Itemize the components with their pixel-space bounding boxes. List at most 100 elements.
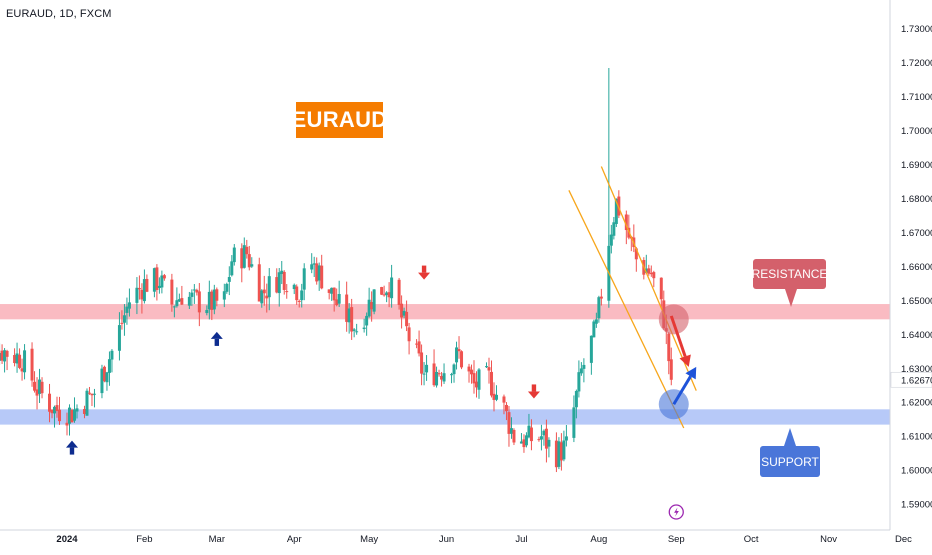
- resistance-callout: RESISTANCE: [752, 259, 827, 289]
- candle-body: [387, 292, 391, 298]
- candle-body: [240, 248, 244, 269]
- candle-body: [90, 393, 94, 396]
- candle-body: [127, 302, 131, 309]
- candle-body: [609, 234, 613, 246]
- candle-body: [87, 392, 91, 394]
- candle-body: [509, 428, 513, 434]
- candle-body: [452, 364, 456, 375]
- candle-body: [135, 287, 139, 303]
- down-arrow-marker-icon: [527, 391, 540, 399]
- candle-body: [137, 288, 141, 290]
- candle-body: [350, 307, 354, 332]
- candle-body: [20, 368, 24, 372]
- candle-body: [440, 375, 444, 380]
- candle-body: [652, 272, 656, 279]
- candle-body: [579, 368, 583, 374]
- down-arrow-marker-icon-stem: [421, 265, 427, 273]
- candle-body: [227, 277, 231, 282]
- candle-body: [529, 427, 533, 442]
- candle-body: [400, 303, 404, 318]
- candle-body: [38, 379, 42, 394]
- candle-body: [507, 412, 511, 434]
- candle-body: [267, 276, 271, 298]
- up-arrow-marker-icon-stem: [69, 447, 75, 455]
- time-tick-label: Sep: [668, 534, 685, 545]
- candle-body: [564, 436, 568, 441]
- projection-arrow-down-shaft: [669, 315, 687, 357]
- candle-body: [15, 353, 19, 364]
- projection-arrow-down-head: [679, 354, 691, 367]
- candle-body: [494, 394, 498, 400]
- down-arrow-marker-icon: [418, 272, 431, 280]
- candle-body: [317, 265, 321, 281]
- candle-body: [477, 369, 481, 390]
- candle-body: [260, 290, 264, 304]
- candle-body: [222, 291, 226, 300]
- candle-body: [455, 347, 459, 363]
- candle-body: [372, 289, 376, 312]
- candle-body: [197, 291, 201, 313]
- candle-body: [649, 272, 653, 275]
- last-price-box: [890, 371, 932, 388]
- candle-body: [55, 405, 59, 412]
- last-price-label: 1.62670: [901, 375, 932, 386]
- projection-arrow-up-head: [685, 366, 697, 380]
- candle-body: [75, 408, 79, 412]
- candle-body: [437, 373, 441, 375]
- candle-body: [85, 390, 89, 416]
- candle-body: [367, 299, 371, 317]
- candle-body: [327, 289, 331, 293]
- candle-body: [212, 289, 216, 310]
- up-arrow-marker-icon: [65, 440, 78, 448]
- candle-body: [407, 327, 411, 342]
- candle-body: [70, 409, 74, 423]
- candle-body: [547, 439, 551, 447]
- price-tick-label: 1.68000: [901, 194, 932, 205]
- price-tick-label: 1.73000: [901, 24, 932, 35]
- candle-body: [215, 289, 219, 301]
- symbol-header[interactable]: EURAUD, 1D, FXCM: [6, 8, 112, 20]
- candle-body: [33, 381, 37, 391]
- up-arrow-marker-icon: [210, 331, 223, 339]
- candle-body: [582, 364, 586, 369]
- time-tick-label: Oct: [744, 534, 759, 545]
- candle-body: [519, 441, 523, 444]
- candle-body: [67, 407, 71, 424]
- candle-body: [544, 428, 548, 449]
- candle-body: [330, 287, 334, 294]
- candle-body: [50, 409, 54, 414]
- candle-body: [18, 354, 22, 368]
- candle-body: [352, 329, 356, 331]
- candle-body: [162, 275, 166, 279]
- candle-body: [484, 366, 488, 368]
- candle-body: [450, 374, 454, 376]
- candle-body: [35, 389, 39, 396]
- candle-body: [415, 343, 419, 345]
- candle-body: [275, 277, 279, 293]
- candle-body: [562, 440, 566, 460]
- candle-body: [617, 196, 621, 216]
- candle-body: [577, 372, 581, 392]
- time-tick-label: May: [360, 534, 378, 545]
- projection-arrow-up-shaft: [672, 375, 692, 406]
- candle-body: [210, 291, 214, 310]
- price-tick-label: 1.65000: [901, 296, 932, 307]
- candle-body: [310, 264, 314, 270]
- candle-body: [92, 393, 96, 395]
- candle-body: [597, 297, 601, 319]
- candle-body: [362, 327, 366, 330]
- candle-body: [140, 289, 144, 300]
- candle-body: [172, 306, 176, 308]
- candle-body: [13, 355, 17, 364]
- candle-body: [594, 319, 598, 324]
- candle-body: [180, 298, 184, 305]
- time-tick-label: Jun: [439, 534, 454, 545]
- candle-body: [504, 404, 508, 412]
- candle-body: [502, 396, 506, 403]
- candle-body: [207, 291, 211, 310]
- candle-body: [3, 350, 7, 362]
- channel-lower-line: [568, 190, 685, 429]
- candle-body: [380, 287, 384, 295]
